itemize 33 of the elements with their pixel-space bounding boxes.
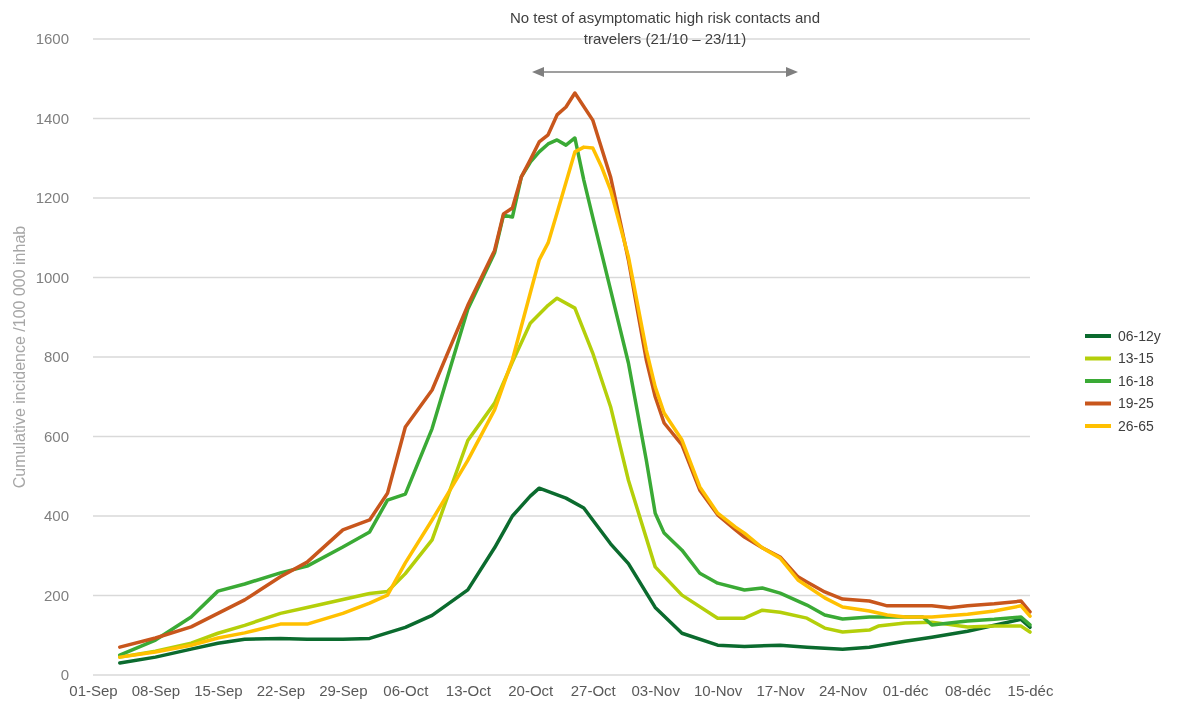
y-tick-label: 1600 — [35, 30, 69, 48]
x-tick-label: 08-déc — [945, 681, 992, 699]
x-tick-label: 01-déc — [882, 681, 929, 699]
x-tick-label: 29-Sep — [319, 681, 368, 699]
y-tick-label: 1000 — [35, 268, 69, 286]
x-tick-label: 03-Nov — [631, 681, 681, 699]
line-series — [118, 486, 1032, 665]
legend-label: 13-15 — [1118, 350, 1155, 367]
x-tick-label: 01-Sep — [69, 681, 118, 699]
x-tick-label: 08-Sep — [131, 681, 181, 699]
x-tick-label: 27-Oct — [570, 681, 617, 699]
y-tick-label: 0 — [60, 666, 69, 684]
legend-label: 16-18 — [1118, 372, 1155, 389]
x-tick-label: 06-Oct — [383, 681, 430, 699]
x-tick-label: 17-Nov — [756, 681, 806, 699]
legend-label: 26-65 — [1118, 417, 1155, 434]
x-tick-label: 22-Sep — [256, 681, 306, 699]
y-tick-label: 1400 — [35, 109, 69, 127]
x-tick-label: 24-Nov — [818, 681, 868, 699]
annotation: No test of asymptomatic high risk contacts and travelers (21/10 – 23/11) — [509, 9, 821, 47]
y-tick-label: 400 — [43, 507, 69, 525]
legend-label: 06-12y — [1118, 327, 1161, 344]
y-tick-label: 600 — [43, 427, 69, 445]
x-tick-label: 15-Sep — [194, 681, 243, 699]
x-tick-label: 20-Oct — [508, 681, 555, 699]
x-tick-label: 15-déc — [1007, 681, 1054, 699]
y-tick-label: 200 — [43, 586, 69, 604]
x-tick-label: 13-Oct — [445, 681, 492, 699]
x-tick-label: 10-Nov — [693, 681, 743, 699]
legend-label: 19-25 — [1118, 395, 1155, 412]
y-axis-title: Cumulative incidence /100 000 inhab — [11, 225, 28, 489]
y-tick-label: 1200 — [35, 189, 69, 207]
y-tick-label: 800 — [43, 348, 69, 366]
